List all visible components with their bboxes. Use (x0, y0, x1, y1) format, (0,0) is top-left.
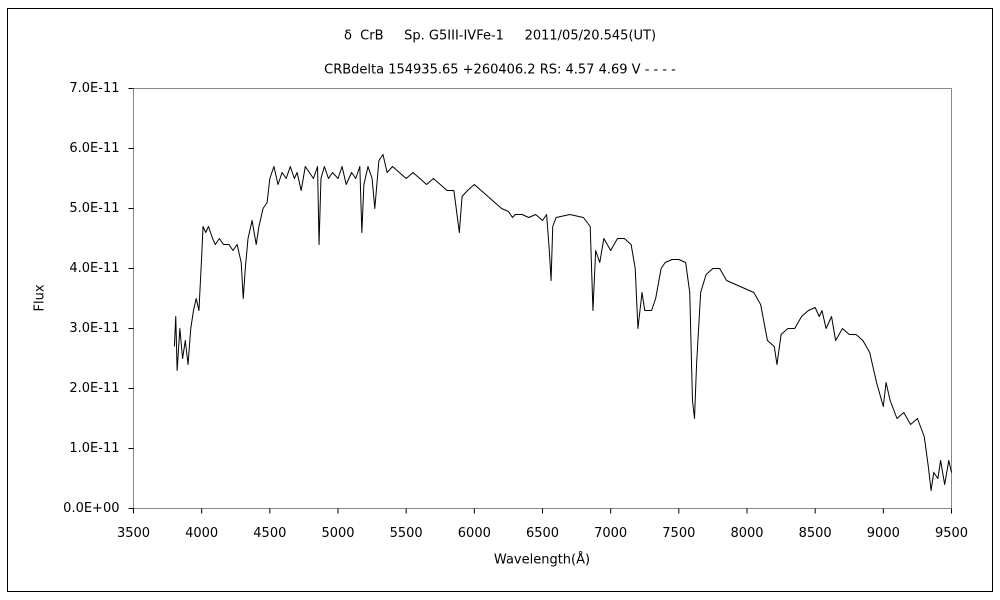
x-tick-label: 6000 (458, 526, 491, 541)
y-tick-label: 5.0E-11 (69, 201, 119, 216)
x-tick-label: 5500 (390, 526, 423, 541)
x-tick-label: 3500 (117, 526, 150, 541)
y-axis-label: Flux (33, 284, 48, 311)
x-tick-label: 4500 (253, 526, 286, 541)
x-tick-label: 7000 (594, 526, 627, 541)
x-tick-label: 9500 (935, 526, 968, 541)
plot-area (133, 88, 952, 509)
x-axis-label: Wavelength(Å) (494, 552, 590, 568)
x-tick-label: 5000 (321, 526, 354, 541)
y-tick-label: 0.0E+00 (63, 501, 119, 516)
y-tick-label: 6.0E-11 (69, 141, 119, 156)
y-tick-label: 4.0E-11 (69, 261, 119, 276)
x-tick-label: 8500 (799, 526, 832, 541)
y-tick-label: 3.0E-11 (69, 321, 119, 336)
spectrum-line (173, 154, 952, 491)
y-tick-label: 7.0E-11 (69, 81, 119, 96)
x-tick-label: 6500 (526, 526, 559, 541)
x-tick-label: 7500 (662, 526, 695, 541)
y-tick-label: 2.0E-11 (69, 381, 119, 396)
y-tick-label: 1.0E-11 (69, 441, 119, 456)
x-tick-label: 8000 (730, 526, 763, 541)
chart-subtitle: CRBdelta 154935.65 +260406.2 RS: 4.57 4.… (324, 63, 676, 78)
x-tick-label: 4000 (185, 526, 218, 541)
chart-title: δ CrB Sp. G5III-IVFe-1 2011/05/20.545(UT… (344, 29, 656, 44)
x-tick-label: 9000 (867, 526, 900, 541)
